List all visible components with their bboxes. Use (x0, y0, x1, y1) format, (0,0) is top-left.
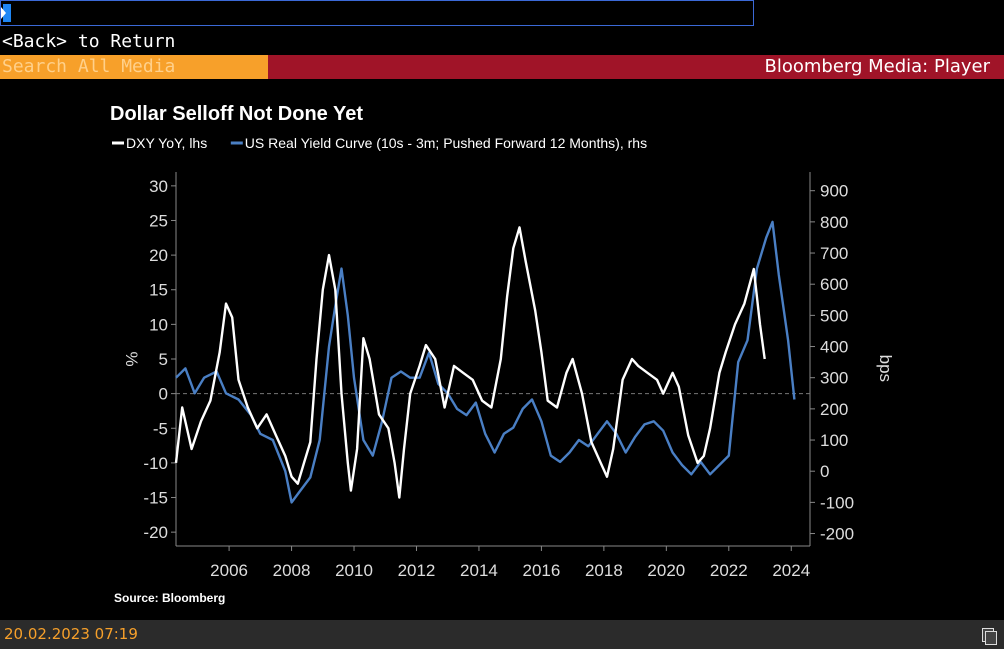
x-tick-label: 2014 (460, 561, 498, 580)
search-all-media-input[interactable]: Search All Media (0, 55, 268, 79)
y-right-tick-label: 500 (820, 306, 848, 325)
chart-source: Source: Bloomberg (114, 591, 225, 605)
x-tick-label: 2012 (398, 561, 436, 580)
app-title: Bloomberg Media: Player (268, 55, 1004, 79)
timestamp: 20.02.2023 07:19 (4, 625, 138, 643)
y-left-tick-label: 10 (149, 315, 168, 334)
y-left-axis-label: % (122, 351, 141, 366)
x-tick-label: 2018 (585, 561, 623, 580)
y-left-tick-label: 30 (149, 177, 168, 196)
y-right-axis-label: bps (876, 355, 895, 382)
y-right-tick-label: 800 (820, 213, 848, 232)
chart-panel: Dollar Selloff Not Done Yet DXY YoY, lhs… (0, 84, 1004, 616)
chart-title: Dollar Selloff Not Done Yet (110, 103, 363, 125)
command-cursor (1, 4, 11, 22)
y-right-tick-label: 300 (820, 369, 848, 388)
y-left-tick-label: 25 (149, 211, 168, 230)
command-line[interactable] (0, 0, 754, 26)
y-right-tick-label: 600 (820, 275, 848, 294)
copy-icon[interactable] (982, 628, 997, 645)
x-tick-label: 2008 (273, 561, 311, 580)
chart-axes: 30 25 20 15 10 5 0 -5 -10 -15 -20 900 800 700 600 500 40… (122, 172, 895, 580)
y-left-tick-label: 5 (159, 350, 168, 369)
y-right-tick-label: 0 (820, 462, 829, 481)
y-left-tick-label: 15 (149, 281, 168, 300)
legend-label-0: DXY YoY, lhs (126, 135, 207, 151)
y-left-tick-label: -5 (153, 419, 168, 438)
series-us-real-yield-curve (175, 220, 796, 504)
y-left-tick-label: -10 (143, 454, 168, 473)
y-right-tick-label: 900 (820, 182, 848, 201)
y-right-tick-label: -100 (820, 493, 854, 512)
y-right-tick-label: 400 (820, 338, 848, 357)
series-dxy-yoy (174, 226, 766, 499)
y-right-tick-label: 200 (820, 400, 848, 419)
x-tick-label: 2010 (335, 561, 373, 580)
chart-legend: DXY YoY, lhs US Real Yield Curve (10s - 3… (112, 135, 647, 151)
y-right-tick-label: -200 (820, 525, 854, 544)
y-left-tick-label: 20 (149, 246, 168, 265)
y-left-tick-label: -20 (143, 523, 168, 542)
y-right-tick-label: 100 (820, 431, 848, 450)
x-tick-label: 2020 (647, 561, 685, 580)
y-right-tick-label: 700 (820, 244, 848, 263)
status-bar: 20.02.2023 07:19 (0, 620, 1004, 649)
back-to-return-link[interactable]: <Back> to Return (2, 31, 176, 52)
x-tick-label: 2016 (522, 561, 560, 580)
y-left-tick-label: -15 (143, 489, 168, 508)
x-tick-label: 2006 (210, 561, 248, 580)
x-tick-label: 2022 (710, 561, 748, 580)
x-tick-label: 2024 (772, 561, 810, 580)
chart-series (174, 220, 796, 504)
y-left-tick-label: 0 (159, 385, 168, 404)
legend-label-1: US Real Yield Curve (10s - 3m; Pushed Fo… (245, 135, 647, 151)
chart-svg: Dollar Selloff Not Done Yet DXY YoY, lhs… (110, 103, 895, 605)
